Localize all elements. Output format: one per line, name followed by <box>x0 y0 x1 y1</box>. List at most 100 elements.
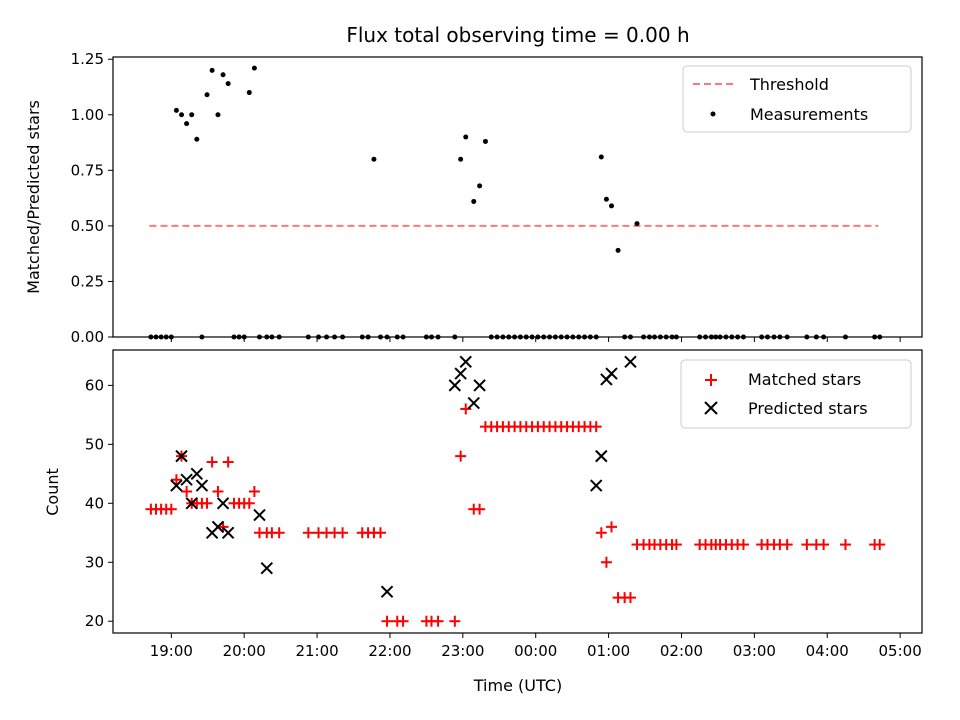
top-ytick-label: 0.00 <box>71 328 104 346</box>
predicted-star-marker <box>185 497 198 510</box>
predicted-star-marker <box>380 585 394 598</box>
matched-star-marker <box>201 497 213 509</box>
measurement-point <box>458 156 464 162</box>
top-chart-ticks: 0.00 0.25 0.50 0.75 1.00 1.25 <box>71 50 901 346</box>
top-ytick-label: 0.50 <box>71 217 104 235</box>
matched-star-marker <box>818 539 830 551</box>
bottom-ytick-label: 60 <box>85 376 104 394</box>
bottom-xtick-label: 20:00 <box>223 642 266 660</box>
matched-star-marker <box>273 527 285 539</box>
matched-star-marker <box>248 486 260 497</box>
matched-star-marker <box>170 474 182 486</box>
matched-star-marker <box>212 486 224 497</box>
matched-star-marker <box>374 527 386 539</box>
matched-star-marker <box>302 527 314 539</box>
bottom-ytick-label: 20 <box>85 612 104 630</box>
matched-star-marker <box>455 450 467 462</box>
bottom-xtick-label: 23:00 <box>441 642 484 660</box>
predicted-star-marker <box>459 355 472 368</box>
matched-star-marker <box>801 539 813 551</box>
measurement-point <box>184 121 190 127</box>
bottom-chart: 20 30 40 50 60 19:00 20:00 21:00 22:00 23:00 00:00… <box>43 349 923 695</box>
measurement-point <box>194 136 200 142</box>
measurement-point <box>634 221 640 227</box>
matched-star-marker <box>474 503 486 515</box>
top-legend-measurements-label: Measurements <box>750 105 868 124</box>
top-ytick-label: 0.75 <box>71 161 104 179</box>
predicted-star-marker <box>190 467 204 481</box>
matched-star-marker <box>737 539 749 551</box>
top-chart: 0.00 0.25 0.50 0.75 1.00 1.25 Matched/Predict… <box>24 50 923 346</box>
predicted-star-marker <box>595 449 608 463</box>
predicted-star-marker <box>454 367 467 380</box>
predicted-star-marker <box>467 396 480 410</box>
matched-star-marker <box>839 539 851 551</box>
predicted-star-marker <box>473 379 486 392</box>
top-ytick-label: 0.25 <box>71 272 104 290</box>
matched-star-marker <box>606 521 618 533</box>
bottom-xtick-label: 02:00 <box>660 642 703 660</box>
top-ytick-label: 1.25 <box>71 50 104 68</box>
matched-star-marker <box>165 503 177 515</box>
measurement-point <box>603 196 609 202</box>
bottom-legend-matched-swatch <box>705 374 717 386</box>
predicted-star-marker <box>221 526 235 539</box>
matched-star-marker <box>222 456 234 468</box>
bottom-chart-ticks: 20 30 40 50 60 19:00 20:00 21:00 22:00 23:00 00:00… <box>85 376 922 660</box>
bottom-xtick-label: 22:00 <box>368 642 411 660</box>
predicted-star-marker <box>605 367 618 380</box>
measurement-point <box>609 203 615 209</box>
matched-star-marker <box>181 486 193 497</box>
chart-title: Flux total observing time = 0.00 h <box>346 23 689 47</box>
measurement-point <box>220 72 226 78</box>
bottom-xtick-label: 21:00 <box>295 642 338 660</box>
bottom-xtick-label: 19:00 <box>150 642 193 660</box>
bottom-xtick-label: 03:00 <box>733 642 776 660</box>
bottom-legend-matched-label: Matched stars <box>748 370 861 389</box>
predicted-star-marker <box>195 479 209 492</box>
predicted-star-marker <box>253 508 266 522</box>
predicted-star-marker <box>175 449 188 463</box>
measurement-point <box>371 156 377 162</box>
measurement-point <box>598 154 604 160</box>
matched-star-marker <box>670 539 682 551</box>
top-chart-frame <box>112 56 923 338</box>
predicted-star-marker <box>216 497 230 510</box>
matched-star-marker <box>624 592 636 604</box>
bottom-legend-frame <box>680 359 912 429</box>
matched-star-marker <box>781 539 793 551</box>
measurement-point <box>189 112 195 118</box>
matched-star-marker <box>243 497 255 509</box>
predicted-star-marker <box>170 479 183 492</box>
measurement-point <box>179 112 185 118</box>
measurement-point <box>463 134 469 140</box>
top-legend: Threshold Measurements <box>682 65 912 133</box>
matched-star-marker <box>595 527 607 539</box>
matched-star-marker <box>337 527 349 539</box>
matched-star-marker <box>460 403 472 415</box>
measurement-point <box>251 65 257 71</box>
predicted-star-marker <box>590 479 603 492</box>
top-legend-frame <box>682 65 912 133</box>
top-chart-ylabel: Matched/Predicted stars <box>24 100 43 294</box>
matched-star-marker <box>874 539 886 551</box>
matched-star-marker <box>600 556 612 568</box>
matched-star-marker <box>206 456 218 468</box>
predicted-star-marker <box>180 473 193 486</box>
bottom-legend-predicted-label: Predicted stars <box>748 399 868 418</box>
matched-star-marker <box>590 421 602 433</box>
bottom-legend: Matched stars Predicted stars <box>680 359 912 429</box>
bottom-chart-ylabel: Count <box>43 468 62 516</box>
measurement-point <box>209 67 215 73</box>
top-legend-measurements-swatch <box>710 111 716 117</box>
matched-star-marker <box>381 615 393 627</box>
top-legend-threshold-label: Threshold <box>749 75 829 94</box>
bottom-chart-marks <box>145 355 886 627</box>
measurement-point <box>482 138 488 144</box>
matched-star-marker <box>449 615 461 627</box>
bottom-xtick-label: 00:00 <box>514 642 557 660</box>
measurement-point <box>615 247 621 253</box>
bottom-chart-frame <box>112 349 923 634</box>
measurement-point <box>215 112 221 118</box>
